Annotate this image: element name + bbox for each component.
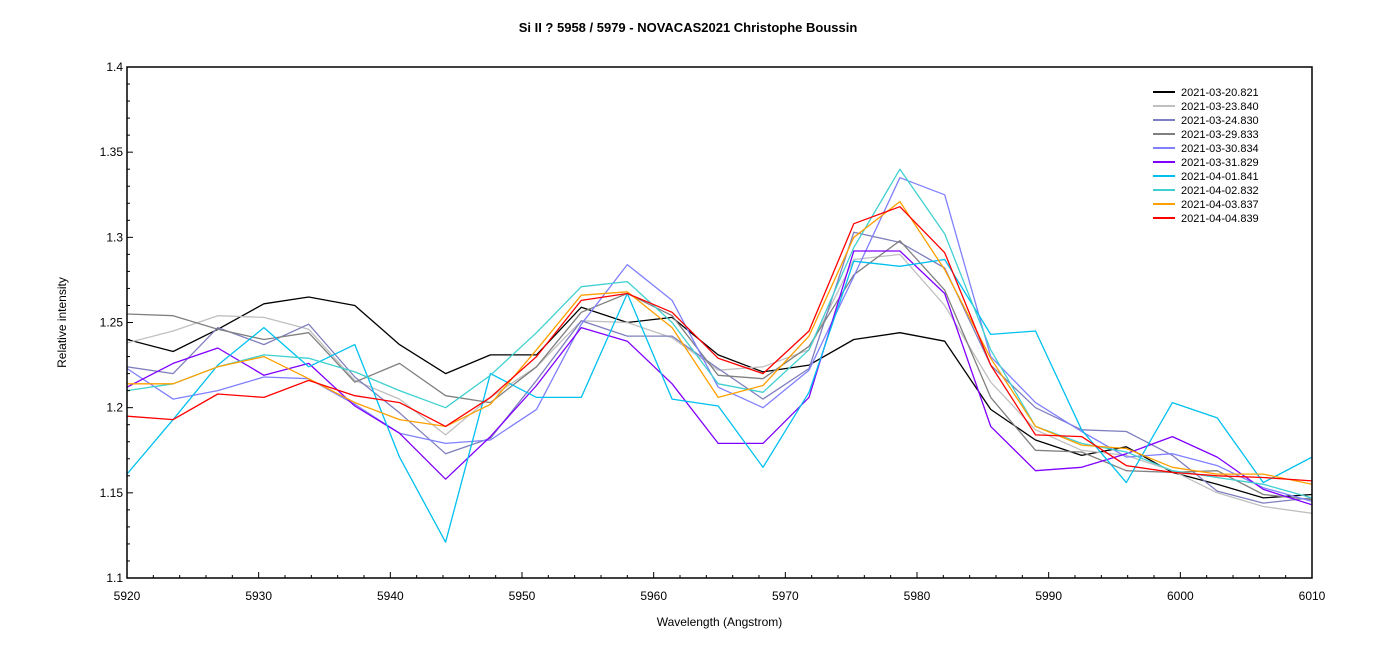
ticks-layer: 5920 5930 5940 5950 5960 5970 5980 5990 6000 6010… — [100, 60, 1326, 603]
x-tick-label: 6000 — [1167, 589, 1194, 603]
x-tick-label: 5930 — [245, 589, 272, 603]
legend-label: 2021-03-23.840 — [1181, 101, 1259, 113]
legend-label: 2021-03-24.830 — [1181, 115, 1259, 127]
x-tick-label: 6010 — [1299, 589, 1326, 603]
legend-label: 2021-03-29.833 — [1181, 129, 1259, 141]
x-axis-label: Wavelength (Angstrom) — [657, 615, 783, 629]
series-line-2021-04-01.841 — [127, 258, 1312, 543]
series-line-2021-03-24.830 — [127, 231, 1312, 504]
y-axis-label: Relative intensity — [55, 277, 69, 368]
y-tick-label: 1.25 — [100, 316, 124, 330]
series-line-2021-04-02.832 — [127, 168, 1312, 499]
plot-frame — [126, 66, 1313, 579]
x-tick-label: 5980 — [904, 589, 931, 603]
legend-label: 2021-04-01.841 — [1181, 171, 1259, 183]
x-tick-label: 5970 — [772, 589, 799, 603]
x-tick-label: 5990 — [1035, 589, 1062, 603]
series-line-2021-04-04.839 — [127, 206, 1312, 482]
legend-label: 2021-03-20.821 — [1181, 87, 1259, 99]
series-layer — [127, 168, 1312, 543]
series-line-2021-03-31.829 — [127, 250, 1312, 506]
series-line-2021-04-03.837 — [127, 200, 1312, 485]
y-tick-label: 1.4 — [106, 60, 123, 74]
x-tick-label: 5950 — [509, 589, 536, 603]
legend-label: 2021-04-02.832 — [1181, 185, 1259, 197]
y-tick-label: 1.35 — [100, 145, 124, 159]
series-line-2021-03-23.840 — [127, 253, 1312, 514]
y-tick-label: 1.1 — [106, 571, 123, 585]
legend-label: 2021-03-30.834 — [1181, 143, 1259, 155]
legend-label: 2021-04-04.839 — [1181, 213, 1259, 225]
y-tick-label: 1.3 — [106, 230, 123, 244]
x-tick-label: 5960 — [640, 589, 667, 603]
y-tick-label: 1.2 — [106, 401, 123, 415]
legend-label: 2021-03-31.829 — [1181, 157, 1259, 169]
y-tick-label: 1.15 — [100, 486, 124, 500]
chart-title: Si II ? 5958 / 5979 - NOVACAS2021 Christ… — [518, 20, 858, 35]
x-tick-label: 5920 — [114, 589, 141, 603]
legend: 2021-03-20.821 2021-03-23.840 2021-03-24.8… — [1153, 87, 1259, 225]
legend-label: 2021-04-03.837 — [1181, 199, 1259, 211]
x-tick-label: 5940 — [377, 589, 404, 603]
series-line-2021-03-30.834 — [127, 177, 1312, 503]
